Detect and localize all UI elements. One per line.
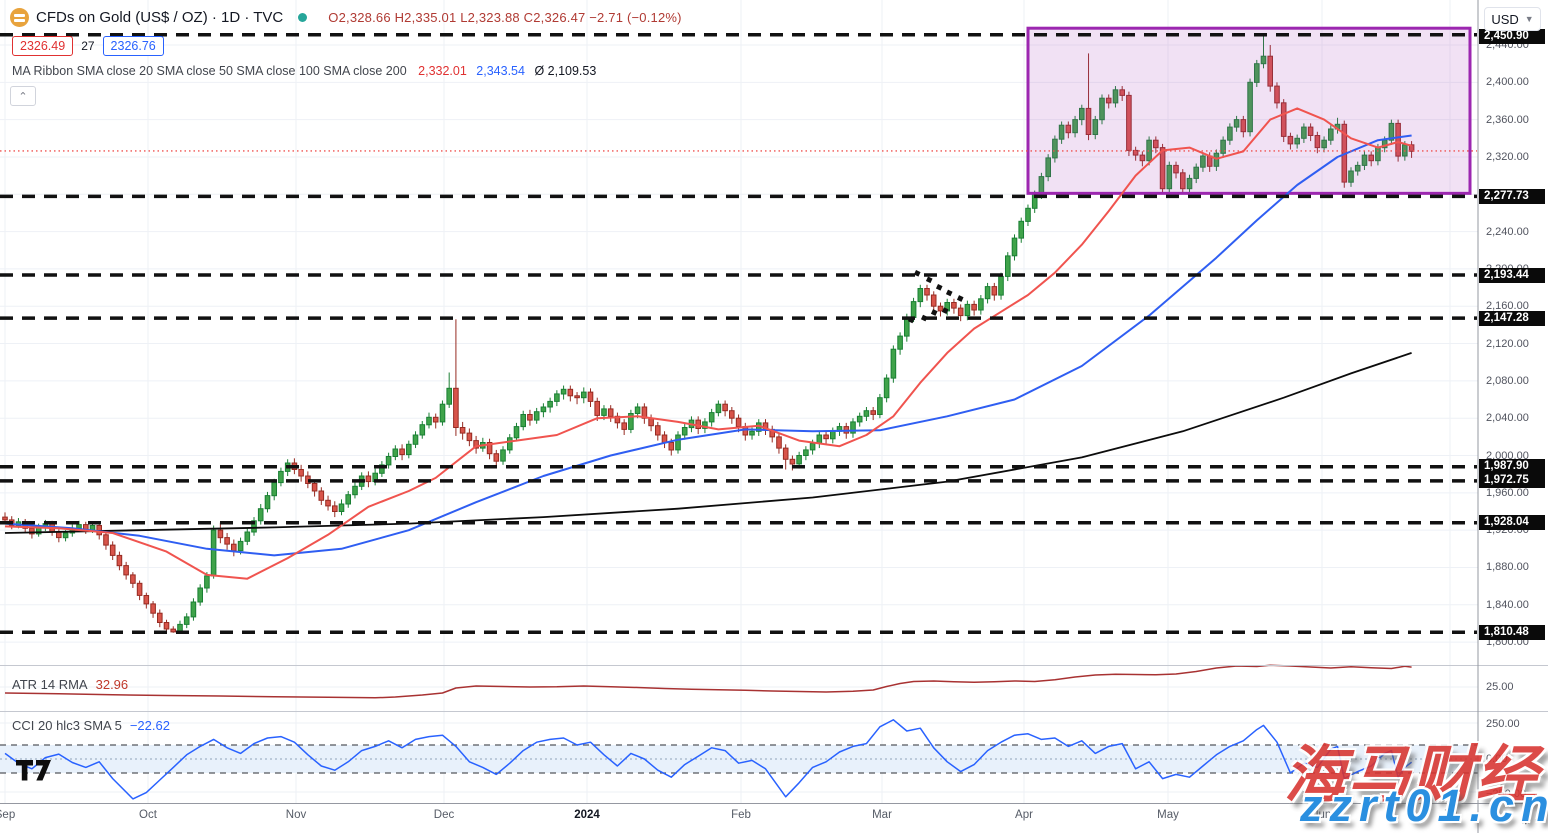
time-axis-label: Oct <box>139 809 157 821</box>
cci-line <box>4 719 1413 800</box>
cci-pane-legend[interactable]: CCI 20 hlc3 SMA 5 −22.62 <box>12 718 170 733</box>
price-axis-label: 2,400.00 <box>1486 76 1529 88</box>
dot-annotation <box>945 289 953 297</box>
time-axis-label: Feb <box>731 809 751 821</box>
tradingview-logo[interactable] <box>16 760 52 786</box>
watermark-chinese: 海马财经 <box>1284 741 1541 810</box>
time-axis-label: Nov <box>285 809 307 821</box>
level-price-badge: 2,277.73 <box>1479 189 1545 204</box>
cci-value: −22.62 <box>129 718 170 733</box>
price-axis-label: 2,360.00 <box>1486 114 1529 126</box>
cci-axis-label: 250.00 <box>1486 718 1520 730</box>
level-price-badge: 1,810.48 <box>1479 625 1545 640</box>
bid-price-box[interactable]: 2326.49 <box>12 36 74 56</box>
sma50-line <box>4 134 1412 557</box>
atr-line <box>4 664 1412 699</box>
ma-ribbon-legend[interactable]: MA Ribbon SMA close 20 SMA close 50 SMA … <box>12 64 682 78</box>
ma-value-sma20: 2,332.01 <box>418 64 467 78</box>
time-axis-label: Jul <box>1442 809 1458 821</box>
ohlc-values: O2,328.66 H2,335.01 L2,323.88 C2,326.47 … <box>328 10 682 25</box>
price-axis-label: 1,840.00 <box>1486 599 1529 611</box>
atr-value: 32.96 <box>95 677 129 692</box>
dot-annotation <box>941 307 949 314</box>
cci-axis-label: −250.00 <box>1486 788 1527 800</box>
time-axis-label: Dec <box>433 809 455 821</box>
level-price-badge: 2,450.90 <box>1479 29 1545 44</box>
atr-axis-label: 25.00 <box>1486 681 1514 693</box>
price-axis-label: 2,320.00 <box>1486 151 1529 163</box>
dot-annotation <box>935 283 943 291</box>
consolidation-box <box>1026 26 1472 195</box>
atr-label: ATR 14 RMA <box>12 677 88 692</box>
price-axis-label: 2,240.00 <box>1486 226 1529 238</box>
level-price-badge: 2,147.28 <box>1479 311 1545 326</box>
sma200-line <box>4 352 1412 534</box>
time-axis-label: Apr <box>1015 809 1033 821</box>
legend-collapse-button[interactable]: ⌃ <box>10 86 36 106</box>
time-axis-label: Sep <box>0 809 16 821</box>
level-price-badge: 1,928.04 <box>1479 515 1545 530</box>
symbol-legend: CFDs on Gold (US$ / OZ) · 1D · TVC O2,32… <box>10 8 682 106</box>
dot-annotation <box>913 269 921 277</box>
price-axis-label: 2,120.00 <box>1486 338 1529 350</box>
level-price-badge: 1,972.75 <box>1479 473 1545 488</box>
ask-price-box[interactable]: 2326.76 <box>102 36 164 56</box>
ma-ribbon-label: MA Ribbon SMA close 20 SMA close 50 SMA … <box>12 64 407 78</box>
dot-annotation <box>930 309 938 316</box>
gold-symbol-icon <box>10 8 29 27</box>
currency-label: USD <box>1491 11 1519 27</box>
gear-icon[interactable]: ⚙ <box>1519 811 1533 828</box>
price-axis-label: 2,040.00 <box>1486 412 1529 424</box>
symbol-title[interactable]: CFDs on Gold (US$ / OZ) · 1D · TVC <box>36 9 284 26</box>
watermark-url: zzrt01.cn <box>1300 780 1548 831</box>
ma-value-average: Ø 2,109.53 <box>534 64 597 78</box>
price-axis-label: 2,160.00 <box>1486 300 1529 312</box>
cci-label: CCI 20 hlc3 SMA 5 <box>12 718 122 733</box>
bar-countdown: 27 <box>81 39 95 53</box>
market-status-dot <box>298 13 308 22</box>
cci-axis-label: 0.00 <box>1486 753 1508 765</box>
dot-annotation <box>956 295 964 302</box>
time-axis-label: Jun <box>1312 809 1332 821</box>
ma-value-sma50: 2,343.54 <box>476 64 525 78</box>
price-axis-label: 1,880.00 <box>1486 561 1529 573</box>
level-price-badge: 2,193.44 <box>1479 268 1545 283</box>
level-price-badge: 1,987.90 <box>1479 459 1545 474</box>
dot-annotation <box>925 276 933 284</box>
time-axis-label: Mar <box>872 809 892 821</box>
chevron-up-icon: ⌃ <box>18 90 28 103</box>
chevron-down-icon: ▼ <box>1524 14 1534 24</box>
currency-dropdown[interactable]: USD ▼ <box>1484 7 1541 31</box>
time-axis-label: 2024 <box>574 809 600 821</box>
atr-pane-legend[interactable]: ATR 14 RMA 32.96 <box>12 677 128 692</box>
price-axis-label: 1,960.00 <box>1486 487 1529 499</box>
time-axis-label: May <box>1157 809 1179 821</box>
price-axis-label: 2,080.00 <box>1486 375 1529 387</box>
